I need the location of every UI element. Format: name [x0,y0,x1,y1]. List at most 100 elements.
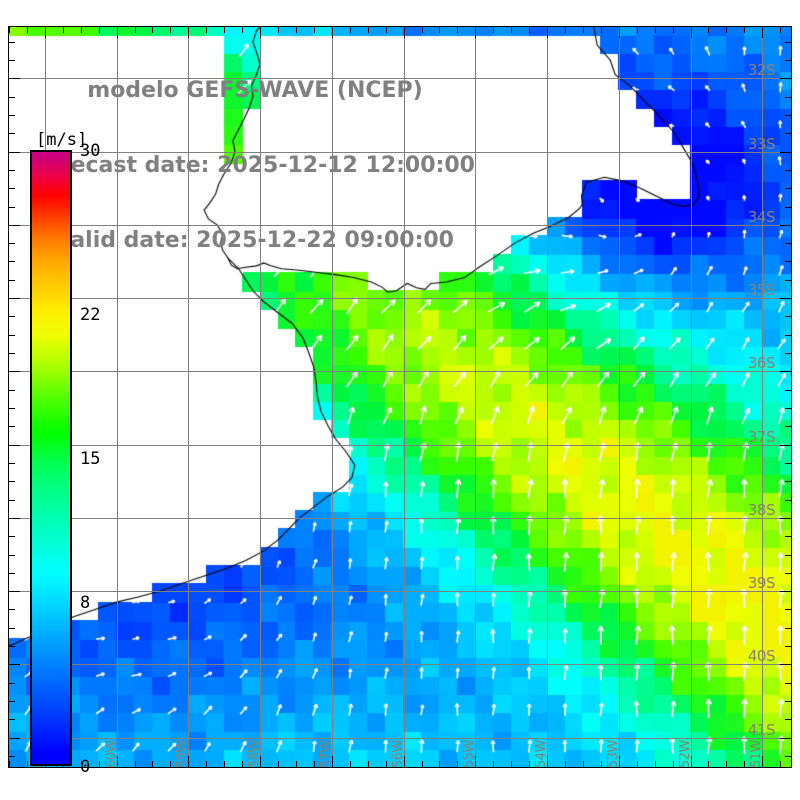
y-axis-tick-left [9,628,15,629]
y-axis-tick [785,719,791,720]
y-axis-tick [785,390,791,391]
y-axis-tick-left [9,500,15,501]
x-axis-tick-top [224,27,225,33]
x-axis-tick-top [314,27,315,33]
graticule-meridian [332,27,333,767]
y-axis-tick-left [9,115,15,116]
y-axis-tick-left [9,738,20,739]
y-axis-tick-left [9,426,15,427]
longitude-label: 58W [247,740,262,768]
x-axis-tick [135,761,136,767]
x-axis-tick-top [422,27,423,33]
x-axis-tick [655,761,656,767]
longitude-label: 59W [175,740,190,768]
y-axis-tick-left [9,60,15,61]
y-axis-tick [785,207,791,208]
x-axis-tick-top [529,27,530,33]
y-axis-tick-left [9,207,15,208]
y-axis-tick [785,243,791,244]
x-axis-tick-top [619,27,620,38]
y-axis-tick-left [9,97,15,98]
graticule-meridian [404,27,405,767]
y-axis-tick-left [9,133,15,134]
y-axis-tick [780,738,791,739]
x-axis-tick-top [708,27,709,33]
x-axis-tick [188,756,189,767]
y-axis-tick-left [9,518,20,519]
x-axis-tick-top [601,27,602,33]
x-axis-tick [260,756,261,767]
y-axis-tick [785,463,791,464]
y-axis-tick [785,628,791,629]
x-axis-tick-top [780,27,781,33]
y-axis-tick [780,78,791,79]
x-axis-tick-top [493,27,494,33]
y-axis-tick-left [9,152,20,153]
latitude-label: 39S [747,574,776,592]
y-axis-tick [785,60,791,61]
y-axis-tick-left [9,243,15,244]
longitude-label: 56W [391,740,406,768]
x-axis-tick [673,761,674,767]
latitude-label: 37S [747,428,776,446]
colorbar-tick-label: 22 [80,305,101,326]
y-axis-tick [780,518,791,519]
y-axis-tick [785,316,791,317]
x-axis-tick-top [368,27,369,33]
x-axis-tick [332,756,333,767]
y-axis-tick [785,481,791,482]
x-axis-tick [368,761,369,767]
y-axis-tick-left [9,609,15,610]
colorbar-tick-label: 0 [80,757,91,777]
y-axis-tick-left [9,42,15,43]
x-axis-tick [81,761,82,767]
x-axis-tick [117,756,118,767]
graticule-parallel [9,298,791,299]
x-axis-tick [619,756,620,767]
graticule-parallel [9,518,791,519]
x-axis-tick-top [117,27,118,38]
y-axis-tick [785,188,791,189]
x-axis-tick-top [81,27,82,33]
x-axis-tick-top [475,27,476,38]
y-axis-tick [785,536,791,537]
latitude-label: 32S [747,61,776,79]
y-axis-tick [785,573,791,574]
x-axis-tick [296,761,297,767]
y-axis-tick-left [9,719,15,720]
colorbar-tick-label: 15 [80,449,101,469]
x-axis-tick-top [63,27,64,33]
x-axis-tick-top [9,27,10,33]
x-axis-tick-top [439,27,440,33]
x-axis-tick [637,761,638,767]
x-axis-tick-top [583,27,584,33]
plot-frame: 61W60W59W58W57W56W55W54W53W52W51W 32S33S… [8,26,792,768]
y-axis-tick [785,280,791,281]
y-axis-tick [785,609,791,610]
x-axis-tick [744,761,745,767]
y-axis-tick [780,664,791,665]
y-axis-tick-left [9,701,15,702]
wind-speed-field [9,27,791,767]
y-axis-tick-left [9,646,15,647]
x-axis-tick-top [188,27,189,38]
x-axis-tick [422,761,423,767]
longitude-label: 52W [678,740,693,768]
x-axis-tick [224,761,225,767]
x-axis-tick [278,761,279,767]
x-axis-tick [762,756,763,767]
y-axis-tick [780,445,791,446]
y-axis-tick [785,646,791,647]
x-axis-tick-top [206,27,207,33]
x-axis-tick-top [296,27,297,33]
y-axis-tick-left [9,261,15,262]
y-axis-tick [785,426,791,427]
x-axis-tick [152,761,153,767]
x-axis-tick [206,761,207,767]
y-axis-tick [785,683,791,684]
x-axis-tick-top [260,27,261,38]
x-axis-tick [314,761,315,767]
x-axis-tick [708,761,709,767]
x-axis-tick [475,756,476,767]
graticule-meridian [475,27,476,767]
